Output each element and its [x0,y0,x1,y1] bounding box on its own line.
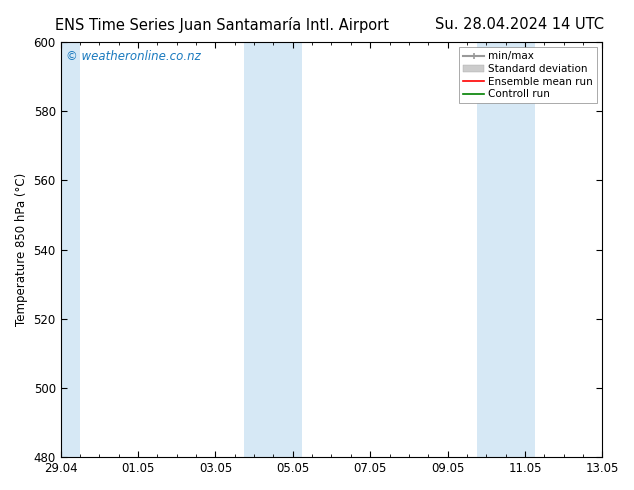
Bar [505,42,534,457]
Text: © weatheronline.co.nz: © weatheronline.co.nz [66,50,201,63]
Legend: min/max, Standard deviation, Ensemble mean run, Controll run: min/max, Standard deviation, Ensemble me… [459,47,597,103]
Text: ENS Time Series Juan Santamaría Intl. Airport: ENS Time Series Juan Santamaría Intl. Ai… [55,17,389,33]
Bar [245,42,273,457]
Bar [273,42,302,457]
Text: Su. 28.04.2024 14 UTC: Su. 28.04.2024 14 UTC [436,17,604,32]
Bar [61,42,80,457]
Bar [477,42,505,457]
Y-axis label: Temperature 850 hPa (°C): Temperature 850 hPa (°C) [15,173,28,326]
